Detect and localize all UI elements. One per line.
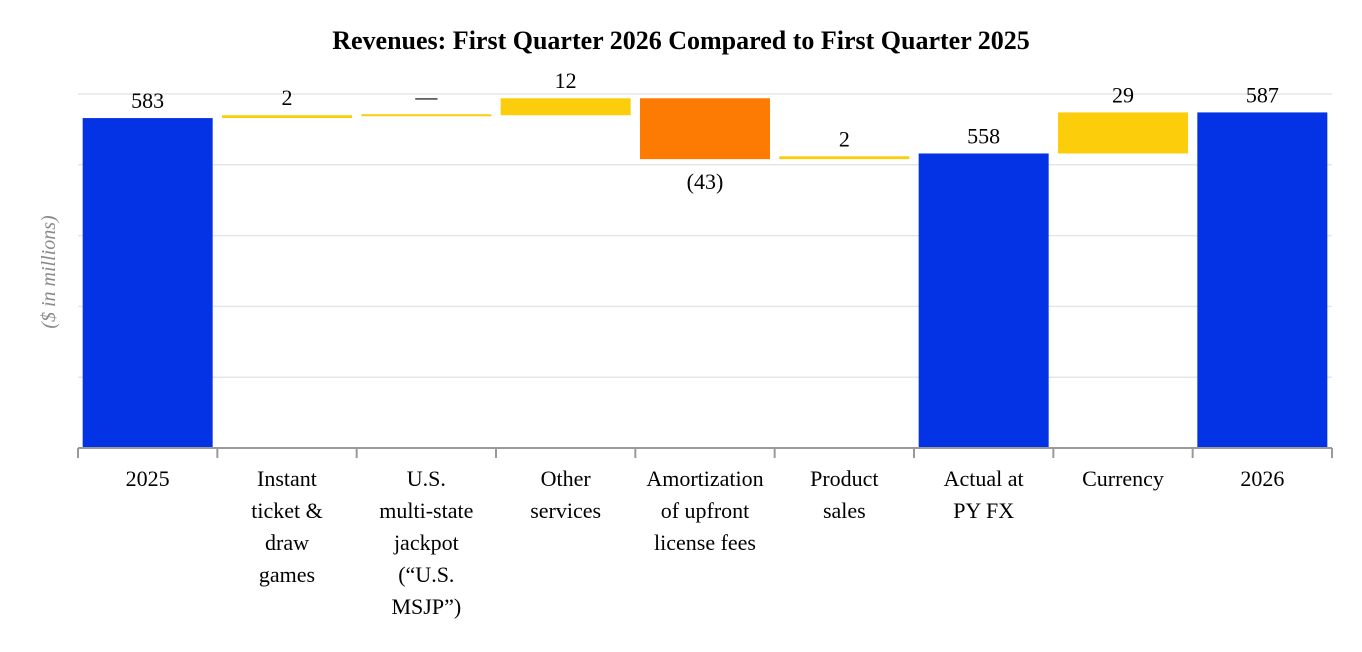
data-label: 2 <box>282 85 293 110</box>
bar-total <box>1197 112 1328 449</box>
bar-increase <box>1058 112 1188 154</box>
bar-total <box>82 118 213 449</box>
bar-increase <box>500 98 631 116</box>
bar-increase <box>361 114 492 117</box>
chart-title: Revenues: First Quarter 2026 Compared to… <box>332 26 1030 55</box>
category-label: Actual at PY FX <box>944 466 1024 523</box>
y-axis-title: ($ in millions) <box>38 215 60 329</box>
data-label: 587 <box>1246 82 1279 107</box>
category-label: U.S. multi-state jackpot (“U.S. MSJP”) <box>379 466 473 619</box>
gridlines <box>78 93 1332 378</box>
data-label: 12 <box>555 68 577 93</box>
data-label: 558 <box>967 123 1000 148</box>
bar-decrease <box>640 98 770 160</box>
data-label: 29 <box>1112 82 1134 107</box>
bar-increase <box>779 156 910 160</box>
data-labels: 583 2 — 12 (43) 2 558 29 587 <box>131 68 1279 194</box>
category-label: Product sales <box>810 466 878 523</box>
category-label: 2026 <box>1240 466 1284 491</box>
category-label: Other services <box>530 466 601 523</box>
category-label: 2025 <box>126 466 170 491</box>
category-labels: 2025 Instant ticket & draw games U.S. multi-st… <box>126 466 1285 619</box>
category-label: Instant ticket & draw games <box>251 466 322 587</box>
data-label: 2 <box>839 126 850 151</box>
bars <box>82 98 1328 449</box>
x-axis <box>77 447 1333 458</box>
category-label: Currency <box>1082 466 1164 491</box>
category-label: Amortization of upfront license fees <box>646 466 763 555</box>
data-label: — <box>414 84 438 109</box>
data-label: 583 <box>131 88 164 113</box>
bar-total <box>918 153 1049 449</box>
bar-increase <box>222 115 352 119</box>
data-label: (43) <box>687 169 724 194</box>
